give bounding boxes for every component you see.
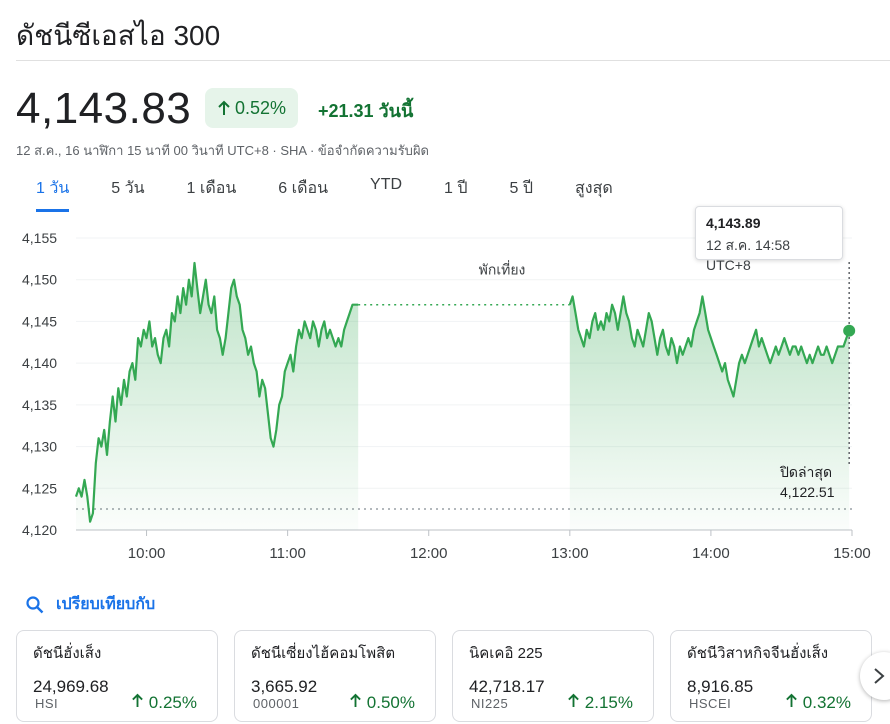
card-value: 24,969.68 — [33, 677, 109, 696]
y-tick-label: 4,130 — [22, 439, 57, 455]
afternoon-area — [569, 296, 850, 530]
previous-close-value: 4,122.51 — [780, 484, 835, 500]
quote-meta: 12 ส.ค., 16 นาฬิกา 15 นาที 00 วินาที UTC… — [16, 143, 429, 158]
card-name: นิคเคอิ 225 — [469, 645, 543, 662]
tooltip-value: 4,143.89 — [706, 215, 761, 231]
absolute-change: +21.31 วันนี้ — [318, 101, 414, 121]
card-value: 42,718.17 — [469, 677, 545, 696]
arrow-up-icon — [218, 100, 230, 115]
y-tick-label: 4,155 — [22, 230, 57, 246]
card-ticker: NI225 — [471, 696, 509, 711]
previous-close-label: ปิดล่าสุด — [780, 464, 833, 481]
arrow-up-icon — [568, 693, 579, 707]
chart-gridlines — [76, 237, 852, 531]
card-ticker: 000001 — [253, 696, 300, 711]
morning-line — [74, 261, 359, 523]
x-tick-label: 15:00 — [833, 545, 871, 562]
card-name: ดัชนีเซี่ยงไฮ้คอมโพสิต — [251, 645, 396, 662]
card-name: ดัชนีฮั่งเส็ง — [33, 645, 102, 662]
compare-label: เปรียบเทียบกับ — [56, 596, 156, 613]
y-tick-label: 4,135 — [22, 397, 57, 413]
lunch-label: พักเที่ยง — [479, 261, 526, 278]
x-tick-label: 11:00 — [269, 545, 305, 562]
compare-card-ni225[interactable]: นิคเคอิ 225 42,718.17 NI225 2.15% — [452, 630, 654, 722]
y-tick-label: 4,150 — [22, 272, 57, 288]
morning-area — [76, 263, 359, 530]
card-value: 8,916.85 — [687, 677, 754, 696]
compare-button[interactable]: เปรียบเทียบกับ — [26, 592, 155, 617]
tab-1d[interactable]: 1 วัน — [36, 176, 70, 212]
x-tick-label: 12:00 — [410, 545, 448, 562]
x-tick-label: 10:00 — [128, 545, 166, 562]
current-point-marker — [843, 324, 856, 337]
card-ticker: HSCEI — [689, 696, 732, 711]
card-change-value: 0.50% — [366, 693, 415, 712]
search-icon — [26, 595, 44, 613]
compare-card-hscei[interactable]: ดัชนีวิสาหกิจจีนฮั่งเส็ง 8,916.85 HSCEI … — [670, 630, 872, 722]
card-ticker: HSI — [35, 696, 59, 711]
tooltip-time: 12 ส.ค. 14:58 UTC+8 — [706, 237, 791, 273]
chart-tooltip: 4,143.89 12 ส.ค. 14:58 UTC+8 — [695, 206, 843, 273]
tab-5d[interactable]: 5 วัน — [111, 180, 145, 197]
tab-6m[interactable]: 6 เดือน — [278, 180, 329, 197]
card-change-value: 0.32% — [802, 693, 851, 712]
current-price: 4,143.83 — [16, 84, 192, 133]
card-name: ดัชนีวิสาหกิจจีนฮั่งเส็ง — [687, 645, 829, 662]
card-change: 0.25% — [131, 693, 197, 713]
tab-5y[interactable]: 5 ปี — [509, 180, 534, 197]
card-change: 2.15% — [567, 693, 633, 713]
afternoon-line — [568, 295, 851, 398]
x-tick-label: 13:00 — [551, 545, 589, 562]
y-tick-label: 4,125 — [22, 480, 57, 496]
percent-change-badge: 0.52% — [205, 88, 299, 128]
arrow-up-icon — [786, 693, 797, 707]
percent-change-value: 0.52% — [235, 97, 287, 118]
y-tick-label: 4,120 — [22, 522, 57, 538]
x-axis: 10:00 11:00 12:00 13:00 14:00 15:00 — [128, 530, 871, 562]
card-change: 0.32% — [785, 693, 851, 713]
chevron-right-icon — [874, 668, 885, 684]
page-title: ดัชนีซีเอสไอ 300 — [16, 20, 221, 51]
card-value: 3,665.92 — [251, 677, 318, 696]
card-change-value: 0.25% — [148, 693, 197, 712]
tab-ytd[interactable]: YTD — [370, 176, 403, 193]
tab-1m[interactable]: 1 เดือน — [186, 180, 237, 197]
tab-1y[interactable]: 1 ปี — [444, 180, 468, 197]
card-change: 0.50% — [349, 693, 415, 713]
arrow-up-icon — [350, 693, 361, 707]
tab-max[interactable]: สูงสุด — [575, 180, 613, 197]
y-tick-label: 4,145 — [22, 313, 57, 329]
compare-card-000001[interactable]: ดัชนีเซี่ยงไฮ้คอมโพสิต 3,665.92 000001 0… — [234, 630, 436, 722]
header-divider — [16, 60, 890, 61]
range-tabs: 1 วัน 5 วัน 1 เดือน 6 เดือน YTD 1 ปี 5 ป… — [36, 176, 655, 212]
card-change-value: 2.15% — [584, 693, 633, 712]
y-axis: 4,155 4,150 4,145 4,140 4,135 4,130 4,125 4,120 — [22, 230, 57, 538]
x-tick-label: 14:00 — [692, 545, 730, 562]
arrow-up-icon — [132, 693, 143, 707]
compare-card-hsi[interactable]: ดัชนีฮั่งเส็ง 24,969.68 HSI 0.25% — [16, 630, 218, 722]
y-tick-label: 4,140 — [22, 355, 57, 371]
